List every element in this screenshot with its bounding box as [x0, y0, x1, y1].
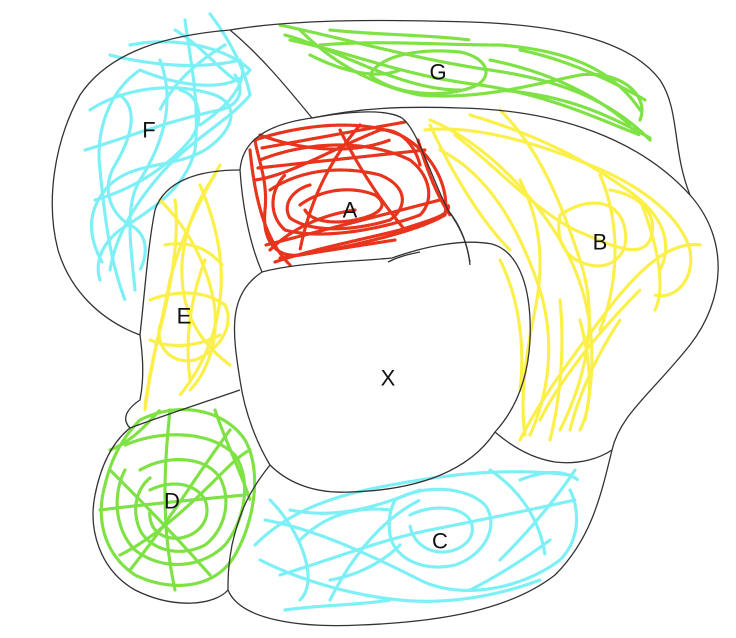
region-d-fill	[98, 408, 257, 592]
region-c-fill	[253, 468, 580, 612]
boundary-f-e	[139, 169, 241, 336]
region-label-d: D	[164, 489, 180, 514]
region-label-a: A	[343, 198, 358, 223]
region-g-fill	[278, 23, 652, 142]
color-fills	[83, 12, 702, 612]
region-f-fill	[83, 12, 252, 302]
region-e-fill	[143, 163, 232, 412]
region-a-fill	[248, 120, 452, 267]
region-label-g: G	[429, 60, 446, 85]
region-label-x: X	[381, 366, 396, 391]
boundary-e-d	[129, 389, 241, 429]
boundary-f-g	[229, 29, 313, 119]
boundary-a-e	[239, 169, 263, 273]
boundary-d-c	[227, 464, 271, 591]
region-b-fill	[423, 108, 702, 442]
region-label-b: B	[593, 230, 608, 255]
boundary-a-b	[447, 209, 471, 263]
boundary-b-x-tick	[387, 251, 421, 263]
region-label-c: C	[432, 529, 448, 554]
boundary-g-ab	[311, 106, 691, 196]
region-label-e: E	[177, 304, 192, 329]
region-outlines	[51, 19, 719, 627]
boundary-b-c	[494, 431, 613, 464]
region-label-f: F	[142, 118, 155, 143]
region-labels: A B C D E F G X	[142, 60, 607, 554]
outer-boundary	[51, 19, 719, 627]
